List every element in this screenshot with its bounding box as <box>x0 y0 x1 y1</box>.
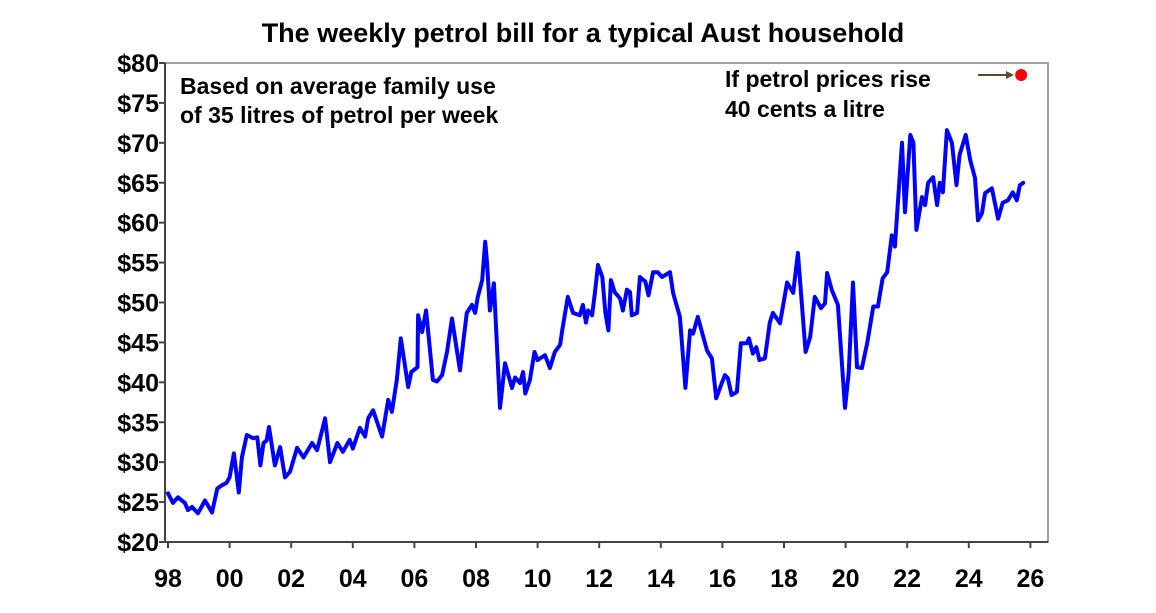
x-tick-label: 10 <box>524 565 552 593</box>
x-tick-label: 18 <box>770 565 798 593</box>
series-line <box>166 128 1026 516</box>
y-tick-label: $50 <box>117 290 159 318</box>
y-tick-label: $45 <box>117 329 159 357</box>
x-tick-label: 26 <box>1016 565 1044 593</box>
y-tick-label: $30 <box>117 449 159 477</box>
x-tick-label: 02 <box>277 565 305 593</box>
chart-title: The weekly petrol bill for a typical Aus… <box>262 18 905 48</box>
x-tick-label: 22 <box>893 565 921 593</box>
x-tick-label: 08 <box>462 565 490 593</box>
y-tick-label: $35 <box>117 409 159 437</box>
x-tick-label: 00 <box>216 565 244 593</box>
x-tick-label: 98 <box>154 565 182 593</box>
x-tick-label: 14 <box>647 565 675 593</box>
y-tick-label: $20 <box>117 529 159 557</box>
x-tick-label: 12 <box>585 565 613 593</box>
annotation-right-line2: 40 cents a litre <box>725 96 885 122</box>
y-tick-label: $75 <box>117 90 159 118</box>
x-tick-label: 20 <box>832 565 860 593</box>
y-tick-label: $40 <box>117 369 159 397</box>
y-tick-label: $70 <box>117 130 159 158</box>
y-tick-label: $65 <box>117 170 159 198</box>
scenario-point <box>1015 68 1028 81</box>
x-tick-label: 04 <box>339 565 367 593</box>
x-tick-label: 24 <box>955 565 983 593</box>
y-tick-label: $25 <box>117 489 159 517</box>
annotation-left-line1: Based on average family use <box>180 73 496 99</box>
annotation-arrow <box>978 71 1014 79</box>
annotation-left-line2: of 35 litres of petrol per week <box>180 102 498 128</box>
x-tick-label: 06 <box>400 565 428 593</box>
annotation-right-line1: If petrol prices rise <box>725 66 931 92</box>
x-tick-label: 16 <box>708 565 736 593</box>
y-tick-label: $55 <box>117 250 159 278</box>
y-tick-label: $80 <box>117 50 159 78</box>
y-tick-label: $60 <box>117 210 159 238</box>
